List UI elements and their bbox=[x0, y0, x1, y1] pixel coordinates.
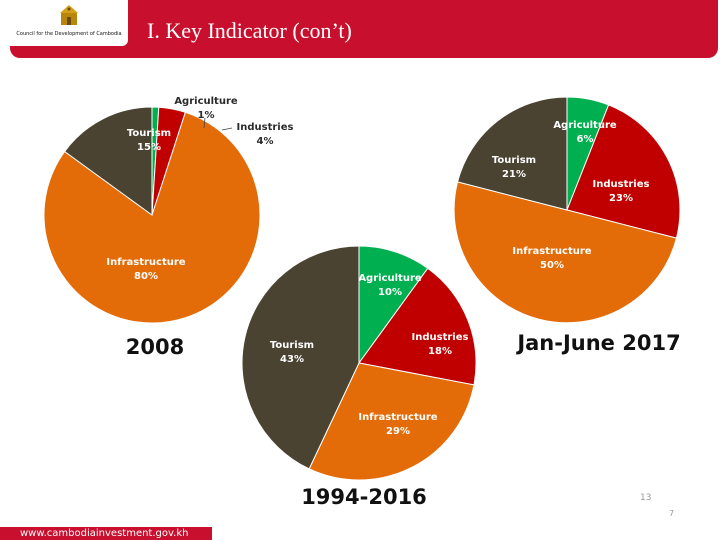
leader-line bbox=[221, 127, 233, 131]
slice-label-infrastructure: Infrastructure bbox=[512, 246, 591, 257]
footer-url-link[interactable]: www.cambodiainvestment.gov.kh bbox=[0, 527, 212, 540]
logo: Council for the Development of Cambodia bbox=[10, 0, 128, 46]
slice-label-agriculture: Agriculture bbox=[174, 96, 238, 107]
slice-label-industries: Industries bbox=[237, 122, 294, 133]
pie-slice-tourism bbox=[456, 96, 568, 211]
chart-title: Jan-June 2017 bbox=[515, 331, 680, 355]
page-title: I. Key Indicator (con’t) bbox=[147, 18, 352, 43]
slice-value-industries: 4% bbox=[257, 136, 274, 147]
title-bar: Council for the Development of Cambodia … bbox=[10, 0, 718, 58]
pie-slice-industries bbox=[566, 104, 681, 239]
pie-slice-infrastructure bbox=[453, 181, 678, 324]
slice-label-infrastructure: Infrastructure bbox=[106, 257, 185, 268]
pie-slice-agriculture bbox=[358, 245, 429, 365]
slice-value-infrastructure: 80% bbox=[134, 271, 158, 282]
pie-slice-infrastructure bbox=[43, 111, 261, 324]
page-mark: 7 bbox=[669, 509, 675, 518]
slice-value-agriculture: 10% bbox=[378, 287, 402, 298]
emblem-icon bbox=[60, 5, 78, 25]
slice-value-tourism: 15% bbox=[137, 142, 161, 153]
chart-title: 1994-2016 bbox=[301, 485, 427, 509]
page-number: 13 bbox=[640, 493, 652, 503]
slice-value-tourism: 21% bbox=[502, 169, 526, 180]
logo-caption: Council for the Development of Cambodia bbox=[16, 31, 122, 37]
slice-value-agriculture: 6% bbox=[577, 134, 594, 145]
slice-label-infrastructure: Infrastructure bbox=[358, 412, 437, 423]
pie-slice-tourism bbox=[241, 245, 360, 470]
slice-value-tourism: 43% bbox=[280, 354, 304, 365]
slice-label-industries: Industries bbox=[412, 332, 469, 343]
slice-value-agriculture: 1% bbox=[198, 110, 215, 121]
slice-label-tourism: Tourism bbox=[127, 128, 171, 139]
chart-title: 2008 bbox=[126, 335, 184, 359]
slice-label-tourism: Tourism bbox=[270, 340, 314, 351]
pie-slice-infrastructure bbox=[308, 362, 475, 481]
slice-label-agriculture: Agriculture bbox=[553, 120, 617, 131]
slice-value-infrastructure: 29% bbox=[386, 426, 410, 437]
slice-value-industries: 18% bbox=[428, 346, 452, 357]
leader-line bbox=[203, 117, 206, 129]
slice-label-industries: Industries bbox=[593, 179, 650, 190]
pie-slice-industries bbox=[358, 267, 477, 386]
slice-value-infrastructure: 50% bbox=[540, 260, 564, 271]
slice-label-agriculture: Agriculture bbox=[358, 273, 422, 284]
slice-label-tourism: Tourism bbox=[492, 155, 536, 166]
pie-slice-tourism bbox=[63, 106, 153, 216]
slice-value-industries: 23% bbox=[609, 193, 633, 204]
